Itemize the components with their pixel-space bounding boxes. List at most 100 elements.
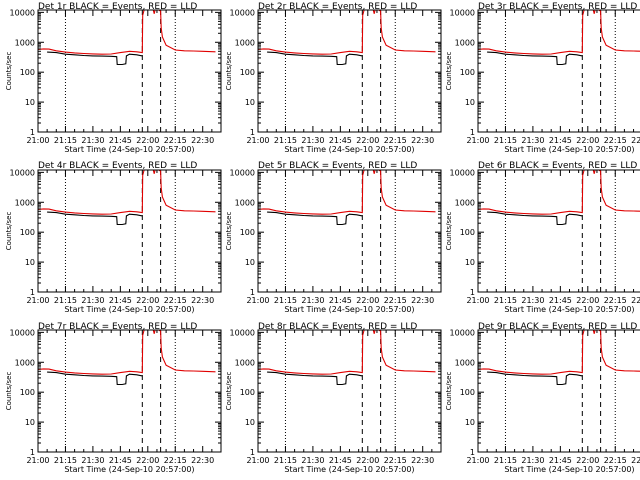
panel-1: Det 1r BLACK = Events, RED = LLD 1 10 100 1… bbox=[5, 2, 222, 154]
x-tick-label: 21:00 bbox=[466, 136, 489, 145]
x-tick-label: 21:15 bbox=[54, 296, 77, 305]
x-tick-label: 22:30 bbox=[631, 296, 640, 305]
x-tick-label: 22:30 bbox=[411, 456, 434, 465]
y-tick-label: 1000 bbox=[15, 198, 35, 207]
y-tick-label: 1000 bbox=[455, 358, 475, 367]
y-tick-label: 100 bbox=[460, 388, 475, 397]
x-tick-label: 22:30 bbox=[191, 296, 214, 305]
x-tick-label: 21:15 bbox=[54, 456, 77, 465]
panel-3: Det 3r BLACK = Events, RED = LLD 1 10 100 1… bbox=[445, 2, 640, 154]
x-tick-label: 21:00 bbox=[26, 296, 49, 305]
x-tick-label: 21:00 bbox=[466, 456, 489, 465]
y-tick-label: 10000 bbox=[230, 8, 255, 17]
x-axis-label: Start Time (24-Sep-10 20:57:00) bbox=[284, 305, 414, 314]
x-tick-label: 21:00 bbox=[26, 136, 49, 145]
x-axis-label: Start Time (24-Sep-10 20:57:00) bbox=[284, 145, 414, 154]
x-tick-label: 21:30 bbox=[521, 296, 544, 305]
series-line-events bbox=[267, 211, 363, 226]
series-line-events bbox=[487, 211, 583, 226]
y-tick-label: 100 bbox=[460, 228, 475, 237]
y-tick-label: 100 bbox=[20, 228, 35, 237]
x-axis-label: Start Time (24-Sep-10 20:57:00) bbox=[64, 145, 194, 154]
x-tick-label: 21:00 bbox=[246, 136, 269, 145]
y-tick-label: 1 bbox=[30, 288, 35, 297]
x-tick-label: 21:15 bbox=[54, 136, 77, 145]
panel-title: Det 5r BLACK = Events, RED = LLD bbox=[258, 161, 417, 171]
y-tick-label: 1 bbox=[250, 128, 255, 137]
x-tick-label: 22:00 bbox=[576, 456, 599, 465]
y-tick-label: 10 bbox=[25, 418, 35, 427]
series-line-lld bbox=[478, 330, 640, 375]
x-tick-label: 21:15 bbox=[274, 456, 297, 465]
x-tick-label: 22:15 bbox=[164, 136, 187, 145]
x-tick-label: 21:30 bbox=[81, 456, 104, 465]
x-tick-label: 21:00 bbox=[246, 456, 269, 465]
y-axis-label: Counts/sec bbox=[445, 52, 453, 91]
y-tick-label: 10000 bbox=[230, 328, 255, 337]
y-tick-label: 10 bbox=[245, 418, 255, 427]
series-line-events bbox=[47, 51, 143, 66]
panel-7: Det 7r BLACK = Events, RED = LLD 1 10 100 1… bbox=[5, 322, 222, 474]
x-axis-label: Start Time (24-Sep-10 20:57:00) bbox=[284, 465, 414, 474]
series-line-lld bbox=[258, 170, 436, 215]
x-tick-label: 21:45 bbox=[109, 136, 132, 145]
x-tick-label: 21:15 bbox=[274, 296, 297, 305]
x-tick-label: 22:15 bbox=[604, 136, 627, 145]
x-tick-label: 22:30 bbox=[631, 456, 640, 465]
x-tick-label: 22:15 bbox=[164, 456, 187, 465]
x-tick-label: 22:15 bbox=[384, 296, 407, 305]
x-tick-label: 22:00 bbox=[356, 296, 379, 305]
y-tick-label: 1 bbox=[250, 448, 255, 457]
y-tick-label: 100 bbox=[240, 228, 255, 237]
panel-9: Det 9r BLACK = Events, RED = LLD 1 10 100 1… bbox=[445, 322, 640, 474]
y-tick-label: 100 bbox=[460, 68, 475, 77]
y-tick-label: 1 bbox=[30, 128, 35, 137]
x-axis-label: Start Time (24-Sep-10 20:57:00) bbox=[64, 465, 194, 474]
x-tick-label: 22:00 bbox=[136, 136, 159, 145]
x-tick-label: 21:30 bbox=[81, 136, 104, 145]
panel-title: Det 2r BLACK = Events, RED = LLD bbox=[258, 2, 417, 12]
x-tick-label: 21:30 bbox=[81, 296, 104, 305]
x-tick-label: 21:45 bbox=[329, 296, 352, 305]
y-tick-label: 10000 bbox=[450, 328, 475, 337]
x-tick-label: 21:30 bbox=[301, 456, 324, 465]
y-tick-label: 1000 bbox=[455, 38, 475, 47]
x-tick-label: 21:30 bbox=[521, 136, 544, 145]
series-line-lld bbox=[478, 170, 640, 215]
x-tick-label: 21:30 bbox=[301, 136, 324, 145]
y-tick-label: 1000 bbox=[15, 38, 35, 47]
x-tick-label: 22:00 bbox=[136, 296, 159, 305]
x-tick-label: 21:45 bbox=[329, 456, 352, 465]
y-tick-label: 1000 bbox=[455, 198, 475, 207]
y-tick-label: 10000 bbox=[10, 168, 35, 177]
x-tick-label: 21:15 bbox=[494, 136, 517, 145]
y-tick-label: 100 bbox=[240, 388, 255, 397]
series-group bbox=[258, 170, 436, 226]
y-tick-label: 1 bbox=[470, 288, 475, 297]
y-tick-label: 10 bbox=[25, 98, 35, 107]
panel-title: Det 8r BLACK = Events, RED = LLD bbox=[258, 322, 417, 332]
x-tick-label: 21:15 bbox=[494, 296, 517, 305]
x-axis-label: Start Time (24-Sep-10 20:57:00) bbox=[504, 305, 634, 314]
y-tick-label: 10 bbox=[25, 258, 35, 267]
y-axis-label: Counts/sec bbox=[5, 52, 13, 91]
x-tick-label: 21:30 bbox=[301, 296, 324, 305]
y-axis-label: Counts/sec bbox=[5, 212, 13, 251]
x-tick-label: 21:45 bbox=[109, 456, 132, 465]
x-tick-label: 21:00 bbox=[466, 296, 489, 305]
series-line-events bbox=[487, 371, 583, 386]
y-tick-label: 1 bbox=[470, 448, 475, 457]
x-axis-label: Start Time (24-Sep-10 20:57:00) bbox=[64, 305, 194, 314]
y-tick-label: 1000 bbox=[235, 358, 255, 367]
y-tick-label: 1 bbox=[470, 128, 475, 137]
series-group bbox=[478, 170, 640, 226]
x-tick-label: 21:45 bbox=[549, 136, 572, 145]
x-tick-label: 21:00 bbox=[246, 296, 269, 305]
y-tick-label: 10 bbox=[245, 258, 255, 267]
panel-title: Det 6r BLACK = Events, RED = LLD bbox=[478, 161, 637, 171]
y-tick-label: 100 bbox=[20, 388, 35, 397]
series-line-events bbox=[487, 51, 583, 66]
series-line-events bbox=[267, 371, 363, 386]
x-tick-label: 22:30 bbox=[411, 296, 434, 305]
x-tick-label: 22:00 bbox=[576, 136, 599, 145]
